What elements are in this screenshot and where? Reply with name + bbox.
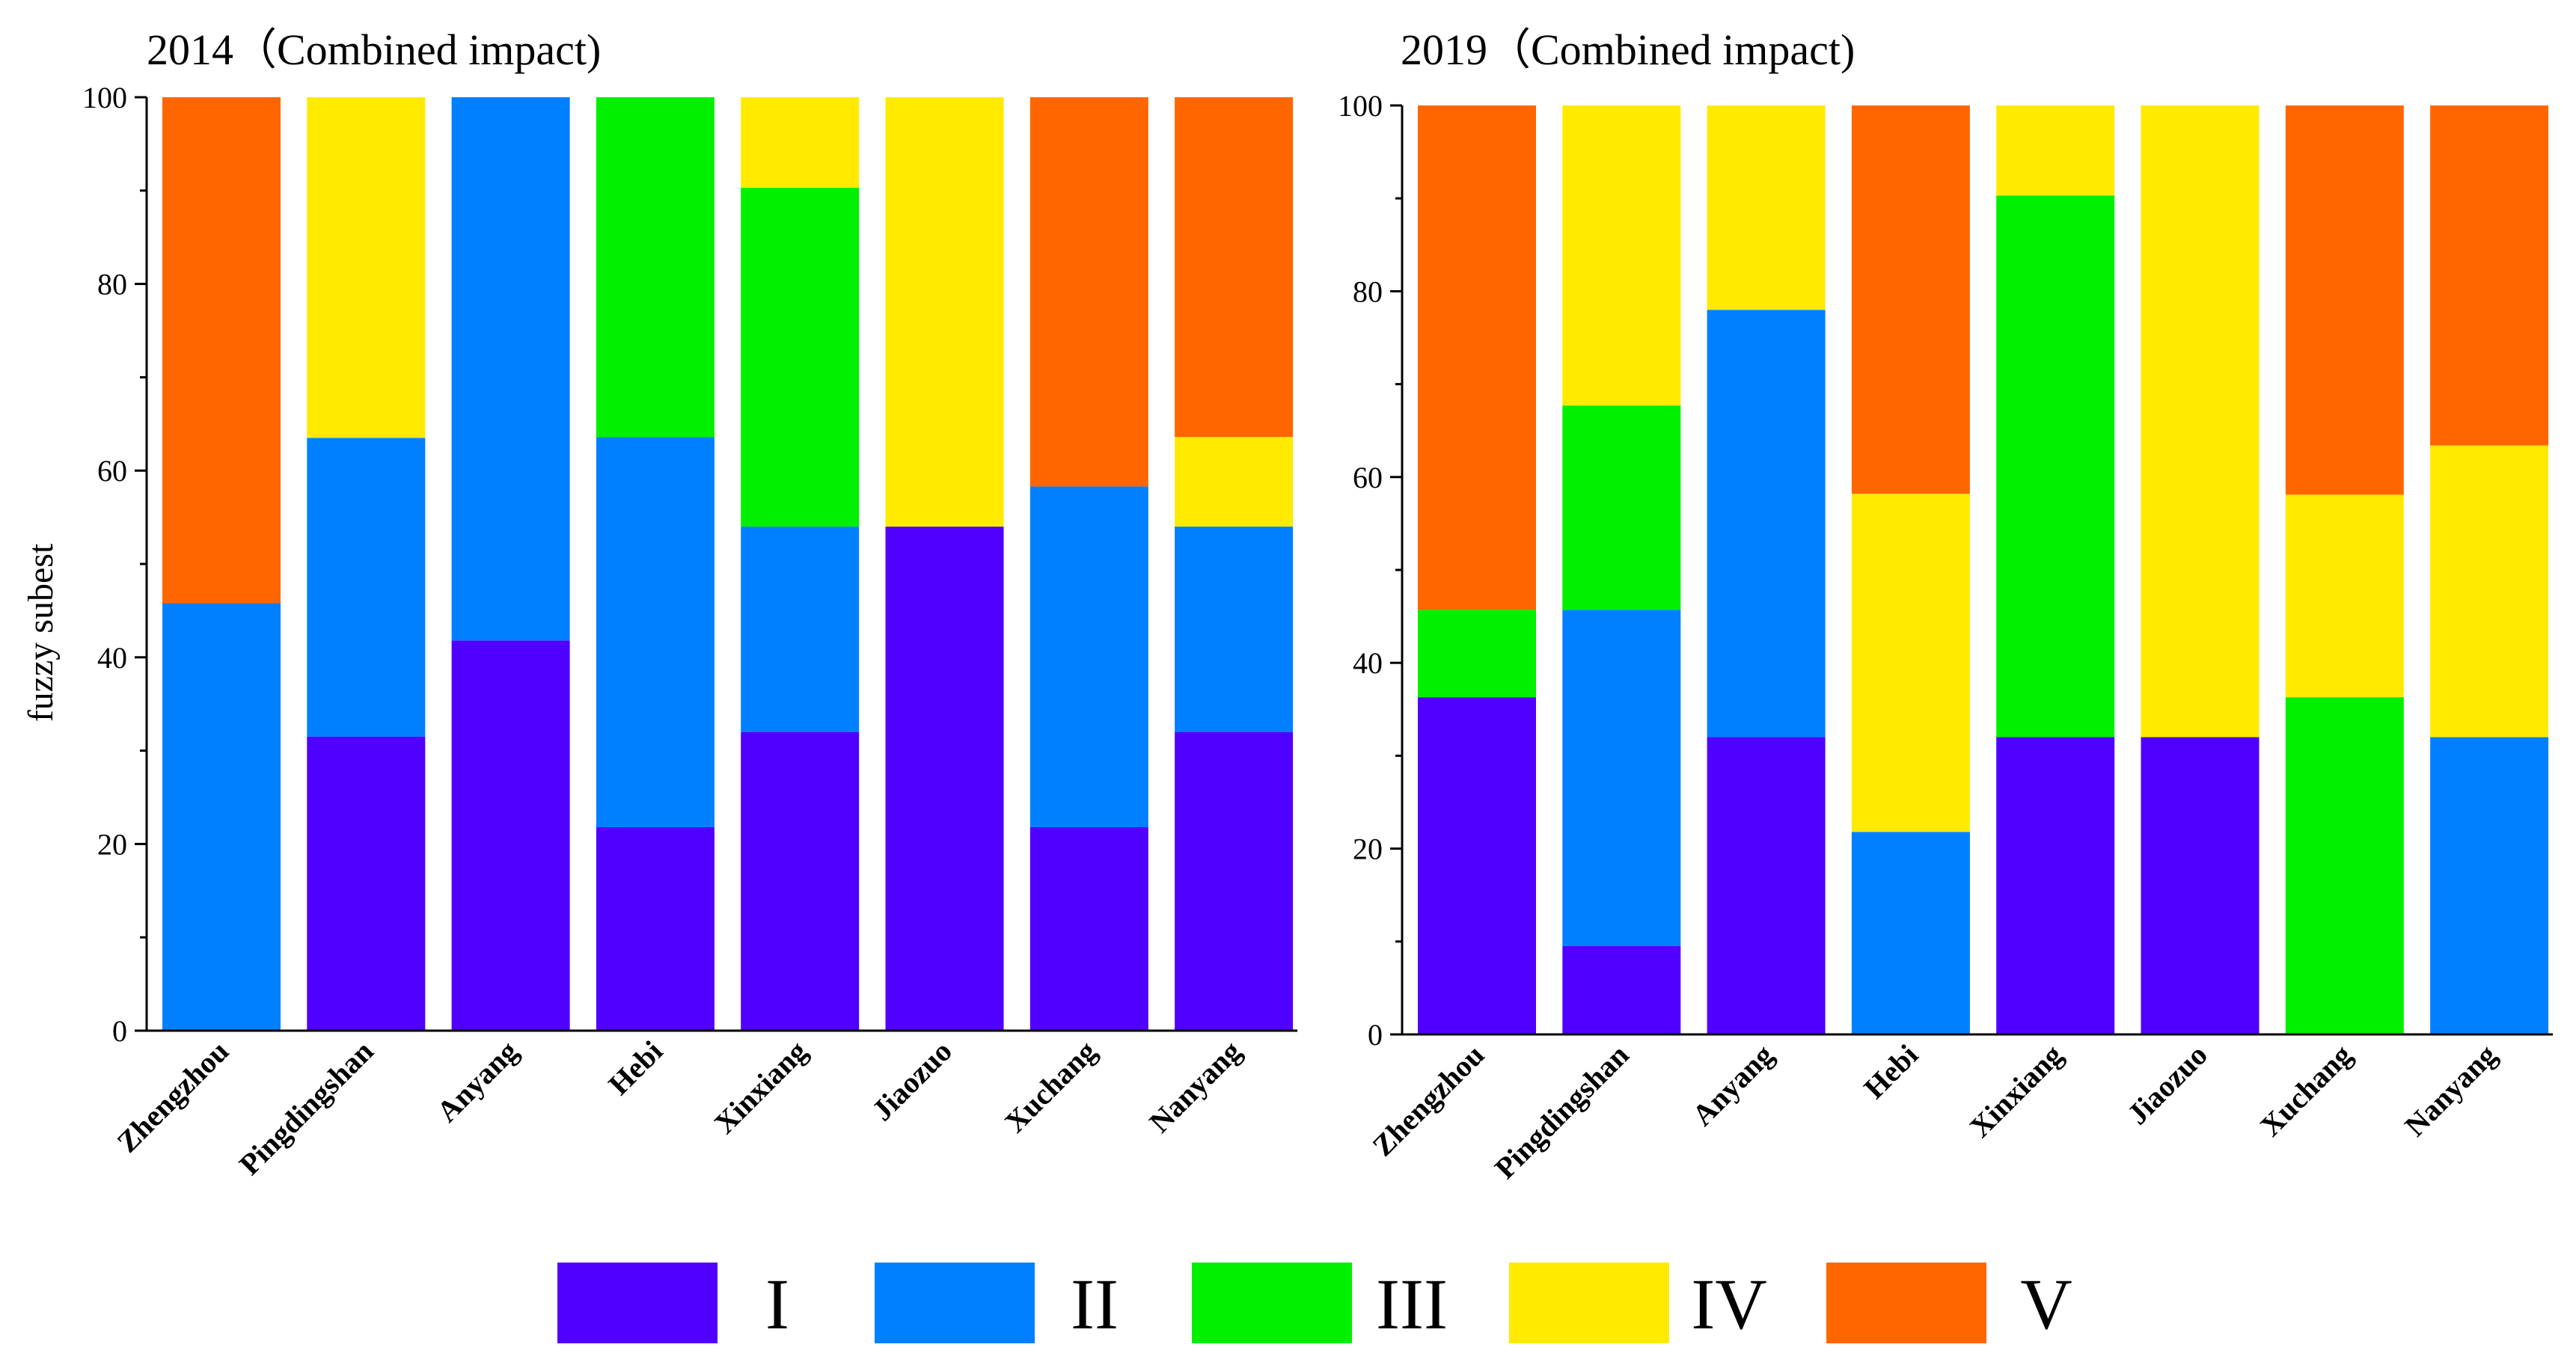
bar-segment-anyang-ii (451, 97, 570, 641)
bar-segment-hebi-v (1851, 105, 1970, 494)
bar-segment-pingdingshan-i (307, 736, 426, 1031)
x-tick-label: Nanyang (1142, 1034, 1247, 1139)
y-tick-label: 80 (97, 268, 127, 301)
y-tick-label: 20 (97, 827, 127, 861)
legend-swatch-iv (1509, 1263, 1669, 1343)
legend-label-v: V (2020, 1264, 2072, 1344)
x-tick-label: Xinxiang (1963, 1038, 2069, 1144)
y-tick-label: 100 (1338, 89, 1383, 123)
x-tick-label: Jiaozuo (865, 1034, 958, 1128)
bar-segment-xinxiang-iii (1996, 195, 2115, 737)
bar-segment-xuchang-i (1030, 826, 1148, 1031)
chart-title: 2019（Combined impact) (1401, 25, 1855, 74)
bar-segment-xuchang-ii (1030, 486, 1148, 827)
x-tick-label: Xuchang (998, 1034, 1103, 1139)
bar-segment-jiaozuo-iv (2141, 105, 2260, 737)
bar-segment-xinxiang-iii (741, 188, 860, 527)
legend-swatch-iii (1192, 1263, 1352, 1343)
bar-segment-nanyang-ii (1175, 527, 1294, 732)
bar-segment-hebi-i (596, 826, 715, 1031)
legend-label-iii: III (1376, 1264, 1448, 1344)
y-tick-label: 40 (1353, 646, 1383, 680)
bar-segment-xuchang-v (1030, 97, 1148, 487)
y-tick-label: 80 (1353, 274, 1383, 308)
bar-segment-hebi-ii (596, 437, 715, 827)
x-tick-label: Pingdingshan (233, 1034, 380, 1182)
bar-segment-anyang-iv (1707, 105, 1826, 310)
x-tick-label: Anyang (430, 1034, 524, 1129)
y-tick-label: 0 (1368, 1018, 1383, 1052)
x-tick-label: Xuchang (2254, 1038, 2358, 1143)
bar-segment-nanyang-i (1175, 731, 1294, 1031)
bar-segment-hebi-iv (1851, 494, 1970, 832)
bar-segment-pingdingshan-ii (1562, 610, 1681, 947)
bar-segment-xinxiang-i (741, 731, 860, 1031)
y-ticks: 0 20 40 60 80 100 (82, 81, 147, 1048)
bar-segment-xinxiang-iv (741, 97, 860, 188)
bar-segment-anyang-i (1707, 737, 1826, 1034)
bar-segment-anyang-i (451, 640, 570, 1031)
bar-segment-xuchang-iii (2285, 697, 2404, 1034)
legend-swatch-i (557, 1263, 718, 1343)
x-tick-label: Anyang (1686, 1038, 1780, 1132)
x-tick-label: Zhengzhou (110, 1034, 235, 1159)
bar-segment-jiaozuo-i (2141, 737, 2260, 1034)
y-tick-label: 20 (1353, 832, 1383, 866)
bar-segment-nanyang-v (2430, 105, 2549, 446)
bar-segment-jiaozuo-iv (885, 97, 1004, 527)
bar-segment-hebi-ii (1851, 832, 1970, 1034)
bar-segment-pingdingshan-iv (307, 97, 426, 438)
bar-segment-nanyang-ii (2430, 737, 2549, 1034)
x-tick-label: Nanyang (2398, 1038, 2503, 1143)
bar-segment-zhengzhou-v (162, 97, 281, 604)
bar-segment-zhengzhou-ii (162, 603, 281, 1031)
bars (162, 97, 1294, 1031)
chart-2014: 2014（Combined impact) fuzzy subest 0 20 40… (21, 25, 1298, 1182)
bar-segment-zhengzhou-i (1418, 697, 1536, 1034)
y-tick-label: 40 (97, 641, 127, 675)
bar-segment-nanyang-iv (2430, 445, 2549, 737)
legend: I II III IV V (557, 1263, 2072, 1344)
legend-label-iv: IV (1691, 1264, 1766, 1344)
y-ticks: 0 20 40 60 80 100 (1338, 89, 1402, 1052)
x-tick-label: Pingdingshan (1488, 1038, 1636, 1186)
bar-segment-xinxiang-ii (741, 527, 860, 732)
bar-segment-nanyang-v (1175, 97, 1294, 438)
x-tick-label: Jiaozuo (2120, 1038, 2214, 1132)
y-tick-label: 0 (112, 1014, 127, 1048)
legend-swatch-ii (875, 1263, 1035, 1343)
bar-segment-anyang-ii (1707, 310, 1826, 737)
bar-segment-xuchang-v (2285, 105, 2404, 495)
bars (1418, 105, 2549, 1034)
bar-segment-pingdingshan-i (1562, 946, 1681, 1034)
y-tick-label: 100 (82, 81, 127, 114)
x-tick-label: Hebi (1857, 1038, 1924, 1105)
legend-label-i: I (765, 1264, 789, 1344)
bar-segment-zhengzhou-iii (1418, 610, 1536, 698)
x-tick-label: Hebi (602, 1034, 669, 1102)
x-tick-label: Xinxiang (708, 1034, 814, 1141)
x-tick-label: Zhengzhou (1365, 1038, 1490, 1163)
bar-segment-xinxiang-iv (1996, 105, 2115, 196)
chart-title: 2014（Combined impact) (147, 25, 601, 74)
chart-2019: 2019（Combined impact) 0 20 40 60 80 100 Zheng… (1338, 25, 2554, 1186)
bar-segment-xinxiang-i (1996, 737, 2115, 1034)
bar-segment-nanyang-iv (1175, 437, 1294, 527)
bar-segment-pingdingshan-ii (307, 438, 426, 737)
y-tick-label: 60 (97, 454, 127, 488)
bar-segment-xuchang-iv (2285, 494, 2404, 698)
y-axis-label: fuzzy subest (21, 543, 61, 722)
bar-segment-zhengzhou-v (1418, 105, 1536, 610)
y-tick-label: 60 (1353, 461, 1383, 494)
bar-segment-hebi-iii (596, 97, 715, 438)
legend-label-ii: II (1071, 1264, 1119, 1344)
legend-swatch-v (1826, 1263, 1986, 1343)
bar-segment-jiaozuo-i (885, 527, 1004, 1031)
bar-segment-pingdingshan-iv (1562, 105, 1681, 406)
bar-segment-pingdingshan-iii (1562, 405, 1681, 610)
